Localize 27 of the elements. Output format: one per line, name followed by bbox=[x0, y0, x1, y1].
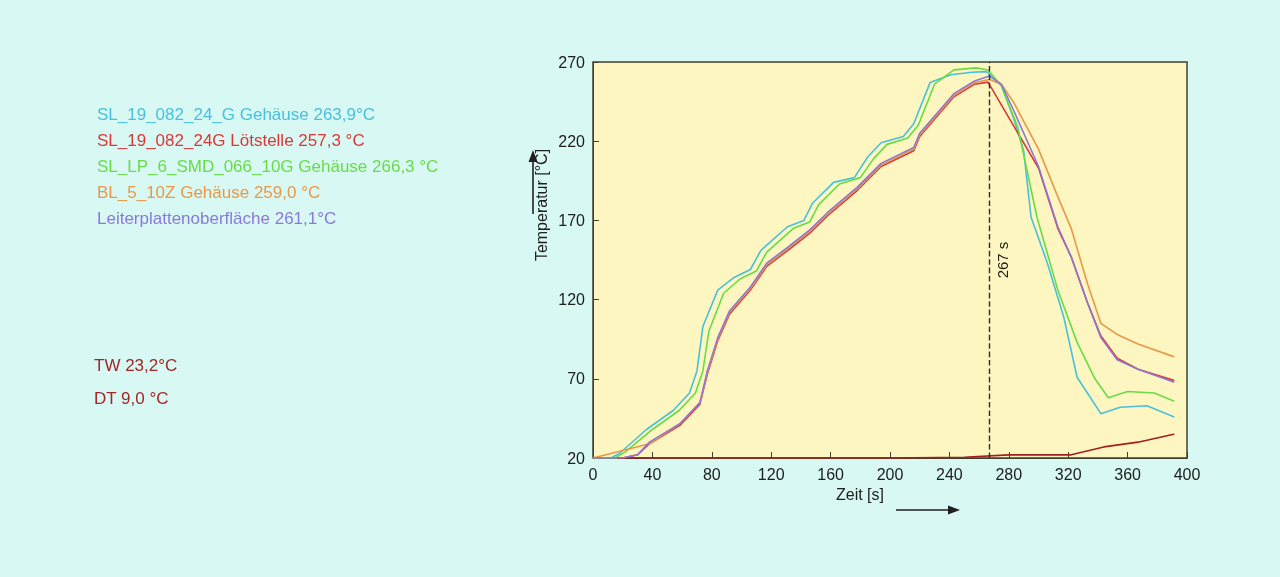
text: BL_5_10Z Gehäuse 259,0 °C bbox=[97, 183, 321, 202]
x-tick-label: 400 bbox=[1173, 465, 1201, 483]
y-tick-label: 120 bbox=[558, 291, 586, 309]
y-tick-label: 270 bbox=[558, 53, 586, 71]
x-tick-label: 160 bbox=[817, 465, 845, 483]
text: SL_19_082_24G Lötstelle 257,3 °C bbox=[97, 131, 365, 150]
text: SL_19_082_24_G Gehäuse 263,9°C bbox=[97, 105, 376, 124]
y-axis-title: Temperatur [°C] bbox=[532, 148, 550, 262]
x-tick-label: 80 bbox=[702, 465, 721, 483]
y-tick-label: 170 bbox=[558, 211, 586, 229]
text: TW 23,2°C bbox=[94, 356, 178, 375]
y-tick-label: 220 bbox=[558, 132, 586, 150]
y-tick-label: 20 bbox=[567, 449, 586, 467]
x-axis-title: Zeit [s] bbox=[835, 486, 885, 504]
x-tick-label: 320 bbox=[1054, 465, 1082, 483]
x-tick-label: 360 bbox=[1114, 465, 1142, 483]
y-tick-label: 70 bbox=[567, 370, 586, 388]
ref-line-label: 267 s bbox=[994, 241, 1012, 279]
x-tick-label: 120 bbox=[757, 465, 785, 483]
x-tick-label: 200 bbox=[876, 465, 904, 483]
x-tick-label: 280 bbox=[995, 465, 1023, 483]
text: Leiterplattenoberfläche 261,1°C bbox=[97, 209, 337, 228]
text: SL_LP_6_SMD_066_10G Gehäuse 266,3 °C bbox=[97, 157, 439, 176]
x-tick-label: 40 bbox=[643, 465, 662, 483]
x-tick-label: 240 bbox=[936, 465, 963, 483]
x-tick-label: 0 bbox=[588, 465, 598, 483]
text: DT 9,0 °C bbox=[94, 389, 169, 408]
